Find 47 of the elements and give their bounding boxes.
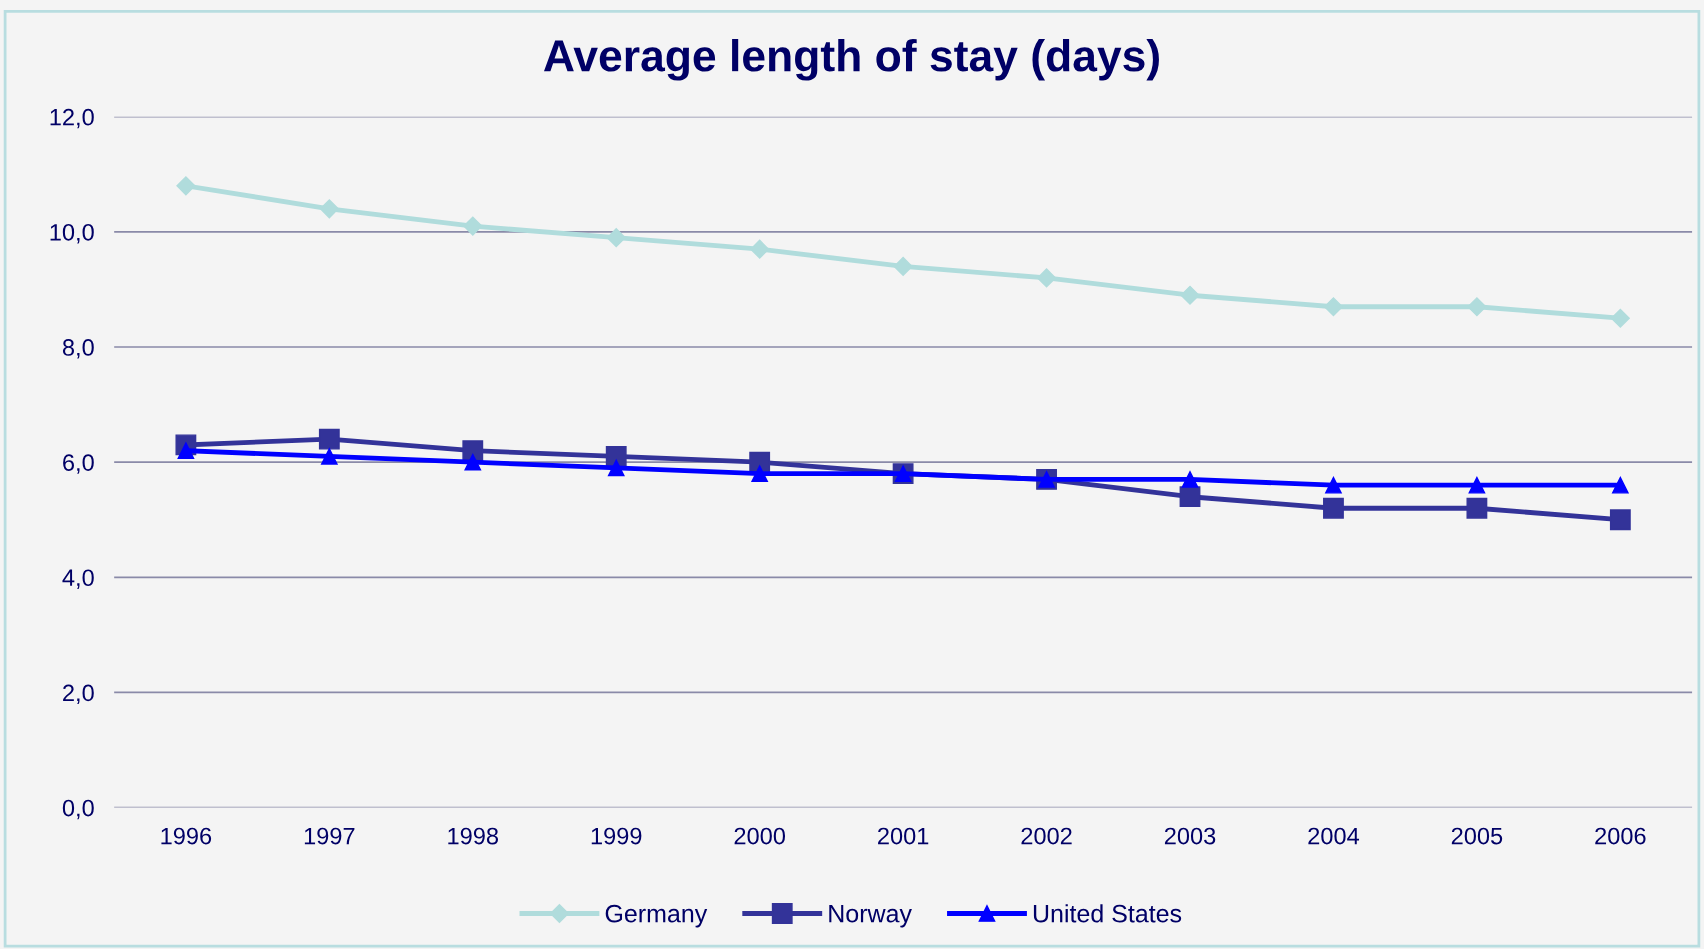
- point: [1181, 471, 1199, 488]
- point: [321, 448, 338, 465]
- point: [1612, 476, 1629, 494]
- point: [1180, 285, 1200, 305]
- point: [176, 176, 196, 196]
- chart-title: Average length of stay (days): [544, 38, 1159, 81]
- point: [750, 239, 770, 259]
- y-tick-label: 6,0: [63, 454, 94, 474]
- y-tick-label: 0,0: [62, 799, 94, 820]
- x-tick-label: 2003: [1164, 827, 1216, 845]
- point: [1610, 308, 1630, 328]
- x-tick-label: 2002: [1021, 827, 1072, 845]
- x-tick-label: 2005: [1451, 827, 1503, 845]
- point: [1323, 497, 1344, 519]
- x-tick-label: 1997: [304, 827, 355, 845]
- point: [1466, 497, 1488, 519]
- x-tick-label: 1996: [161, 827, 212, 845]
- point: [1467, 297, 1487, 317]
- point: [177, 442, 195, 459]
- y-tick-label: 4,0: [62, 569, 94, 589]
- point: [464, 453, 482, 471]
- point: [606, 228, 626, 248]
- point: [751, 465, 769, 483]
- point: [1609, 509, 1631, 531]
- x-tick-label: 2004: [1308, 827, 1360, 845]
- y-tick-label: 10,0: [50, 223, 94, 244]
- point: [319, 199, 339, 219]
- point: [1325, 476, 1342, 494]
- legend-label: Germany: [605, 904, 708, 928]
- x-tick-label: 2000: [734, 827, 786, 845]
- point: [1468, 476, 1486, 494]
- x-tick-label: 1998: [448, 827, 499, 845]
- y-tick-label: 12,0: [50, 108, 94, 129]
- point: [318, 428, 340, 450]
- point: [893, 256, 913, 276]
- x-tick-label: 2006: [1595, 827, 1646, 845]
- point: [1037, 268, 1057, 288]
- legend-label: Norway: [829, 905, 912, 928]
- legend-label: United States: [1033, 904, 1182, 923]
- y-tick-label: 8,0: [62, 339, 94, 359]
- x-tick-label: 1999: [591, 827, 642, 845]
- point: [462, 440, 484, 462]
- point: [607, 459, 625, 477]
- x-tick-label: 2001: [878, 827, 929, 845]
- y-tick-label: 2,0: [63, 684, 94, 705]
- point: [1323, 297, 1343, 317]
- point: [463, 216, 483, 236]
